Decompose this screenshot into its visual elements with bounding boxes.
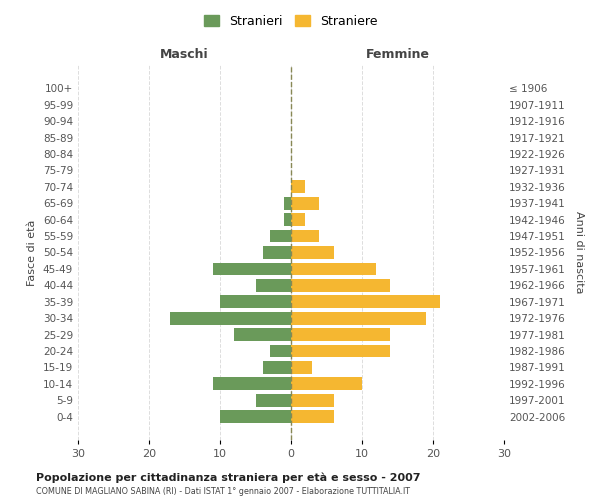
Y-axis label: Anni di nascita: Anni di nascita [574, 211, 584, 294]
Bar [291, 262, 376, 276]
Bar [291, 328, 391, 341]
Bar [213, 378, 291, 390]
Bar [234, 328, 291, 341]
Bar [291, 214, 305, 226]
Bar [291, 197, 319, 209]
Text: COMUNE DI MAGLIANO SABINA (RI) - Dati ISTAT 1° gennaio 2007 - Elaborazione TUTTI: COMUNE DI MAGLIANO SABINA (RI) - Dati IS… [36, 488, 410, 496]
Bar [291, 180, 305, 194]
Bar [291, 378, 362, 390]
Bar [291, 410, 334, 423]
Legend: Stranieri, Straniere: Stranieri, Straniere [200, 12, 382, 32]
Bar [291, 312, 426, 324]
Bar [284, 214, 291, 226]
Bar [270, 344, 291, 358]
Bar [256, 394, 291, 406]
Bar [291, 361, 313, 374]
Bar [263, 246, 291, 259]
Text: Femmine: Femmine [365, 48, 430, 60]
Bar [291, 246, 334, 259]
Bar [291, 344, 391, 358]
Bar [220, 296, 291, 308]
Bar [213, 262, 291, 276]
Bar [220, 410, 291, 423]
Text: Popolazione per cittadinanza straniera per età e sesso - 2007: Popolazione per cittadinanza straniera p… [36, 472, 421, 483]
Bar [170, 312, 291, 324]
Bar [291, 279, 391, 291]
Text: Maschi: Maschi [160, 48, 209, 60]
Bar [263, 361, 291, 374]
Bar [291, 394, 334, 406]
Bar [270, 230, 291, 242]
Y-axis label: Fasce di età: Fasce di età [28, 220, 37, 286]
Bar [284, 197, 291, 209]
Bar [256, 279, 291, 291]
Bar [291, 296, 440, 308]
Bar [291, 230, 319, 242]
